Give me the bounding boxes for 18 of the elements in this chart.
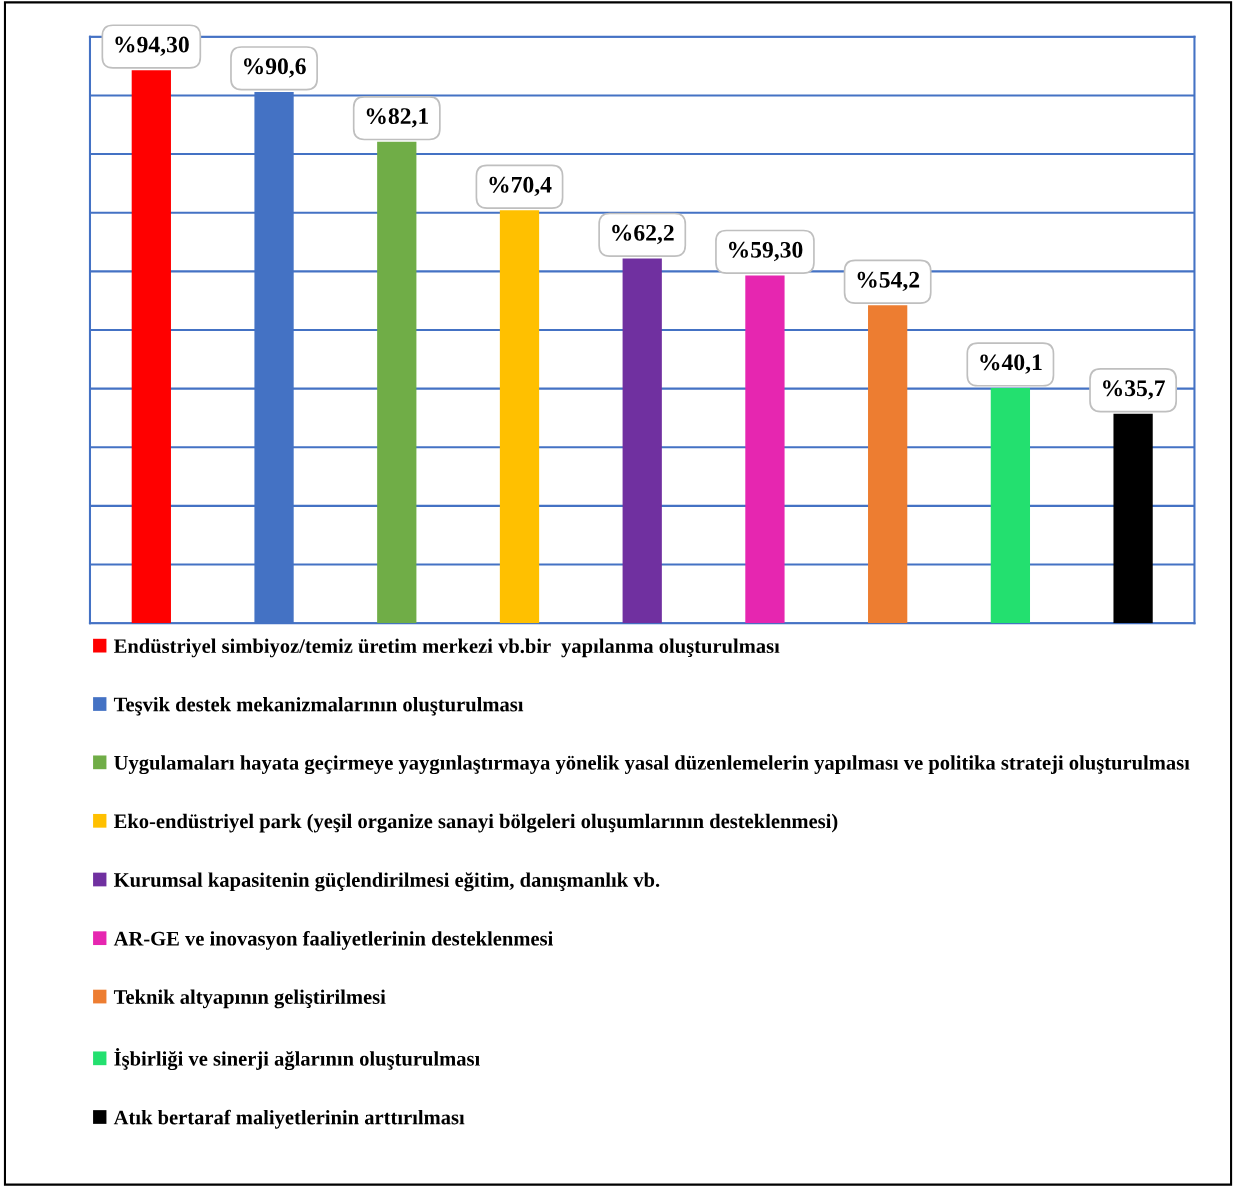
data-label: %90,6 [244, 58, 306, 78]
legend-label: Atık bertaraf maliyetlerinin arttırılması [113, 1109, 465, 1129]
data-label: %70,4 [489, 176, 552, 197]
data-label: %62,2 [612, 224, 674, 245]
legend-label: İşbirliği ve sinerji ağlarının oluşturulması [114, 1047, 480, 1071]
legend-label: Teknik altyapının geliştirilmesi [113, 989, 386, 1009]
data-label: %59,30 [728, 241, 803, 262]
legend-label: Teşvik destek mekanizmalarının oluşturulması [113, 696, 524, 716]
data-label: %94,30 [115, 36, 189, 56]
data-label: %35,7 [1103, 380, 1165, 400]
data-label: %54,2 [857, 271, 920, 292]
data-label: %40,1 [980, 354, 1042, 374]
legend-label: Eko-endüstriyel park (yeşil organize sanayi bölgeleri oluşumlarının desteklenmesi) [113, 813, 838, 833]
legend-label: AR-GE ve inovasyon faaliyetlerinin desteklenmesi [113, 930, 553, 950]
legend-label: Kurumsal kapasitenin güçlendirilmesi eğitim, danışmanlık vb. [113, 872, 660, 892]
legend-label: Uygulamaları hayata geçirmeye yaygınlaştırmaya yönelik yasal düzenlemelerin yapılması ve politika strateji oluşturulması [114, 755, 1190, 775]
data-label: %82,1 [366, 108, 429, 128]
legend-label: Endüstriyel simbiyoz/temiz üretim merkezi vb.bir yapılanma oluşturulması [113, 638, 780, 658]
